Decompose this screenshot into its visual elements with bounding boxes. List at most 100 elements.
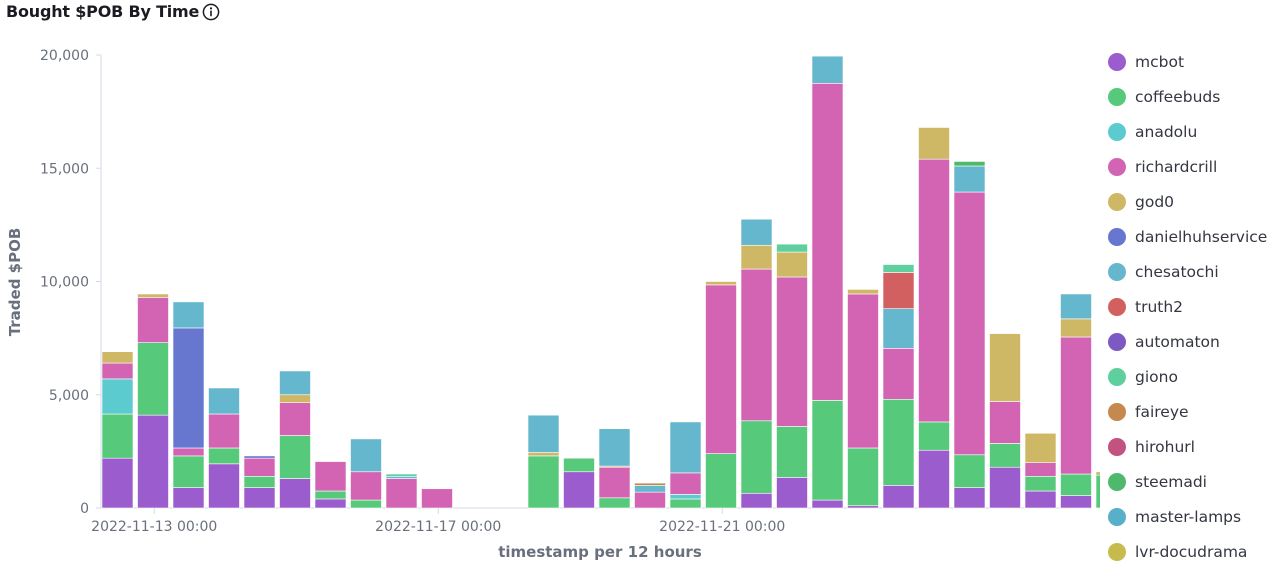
bar-segment[interactable]: richardcrill — 2022-11-23 12:00: 2250 bbox=[882, 348, 915, 400]
bar-segment[interactable]: richardcrill — 2022-11-25 12:00: 600 bbox=[1024, 462, 1057, 477]
bar-segment[interactable]: coffeebuds — 2022-11-13 12:00: 1400 bbox=[172, 455, 205, 488]
bar-segment[interactable]: god0 — 2022-11-23 00:00: 200 bbox=[847, 289, 879, 295]
bar-segment[interactable]: richardcrill — 2022-11-13 12:00: 350 bbox=[172, 447, 205, 457]
bar-segment[interactable]: god0 — 2022-11-21 00:00: 150 bbox=[705, 281, 737, 286]
bar-segment[interactable]: god0 — 2022-11-13 00:00: 150 bbox=[137, 293, 169, 298]
bar-segment[interactable]: giono — 2022-11-22 00:00: 350 bbox=[776, 243, 808, 253]
bar-segment[interactable]: coffeebuds — 2022-11-15 00:00: 1900 bbox=[279, 435, 311, 479]
bar-segment[interactable]: coffeebuds — 2022-11-13 00:00: 3200 bbox=[137, 342, 169, 416]
bar-segment[interactable]: god0 — 2022-11-26 00:00: 800 bbox=[1060, 318, 1092, 338]
bar-segment[interactable]: mcbot — 2022-11-21 12:00: 650 bbox=[740, 492, 773, 509]
bar-segment[interactable]: coffeebuds — 2022-11-19 12:00: 450 bbox=[598, 497, 631, 509]
bar-segment[interactable]: chesatochi — 2022-11-23 12:00: 1750 bbox=[882, 308, 915, 349]
bar-segment[interactable]: coffeebuds — 2022-11-26 12:00: 1450 bbox=[1095, 474, 1100, 509]
bar-segment[interactable]: coffeebuds — 2022-11-24 00:00: 1250 bbox=[918, 421, 950, 451]
legend-item[interactable]: richardcrill bbox=[1108, 149, 1280, 184]
bar-segment[interactable]: mcbot — 2022-11-14 12:00: 900 bbox=[243, 487, 276, 509]
bar-segment[interactable]: richardcrill — 2022-11-19 12:00: 1350 bbox=[598, 466, 631, 499]
bar-segment[interactable]: anadolu — 2022-11-12 12:00: 1550 bbox=[101, 378, 134, 415]
bar-segment[interactable]: chesatochi — 2022-11-18 12:00: 1650 bbox=[527, 414, 560, 453]
bar-segment[interactable]: mcbot — 2022-11-19 00:00: 1600 bbox=[563, 471, 595, 509]
bar-segment[interactable]: richardcrill — 2022-11-24 00:00: 11600 bbox=[918, 158, 950, 423]
bar-segment[interactable]: richardcrill — 2022-11-22 00:00: 6600 bbox=[776, 276, 808, 427]
bar-segment[interactable]: coffeebuds — 2022-11-25 00:00: 1050 bbox=[989, 443, 1021, 468]
bar-segment[interactable]: coffeebuds — 2022-11-12 12:00: 1950 bbox=[101, 413, 134, 459]
legend-item[interactable]: coffeebuds bbox=[1108, 79, 1280, 114]
bar-segment[interactable]: chesatochi — 2022-11-13 12:00: 1150 bbox=[172, 301, 205, 329]
bar-segment[interactable]: god0 — 2022-11-26 12:00: 150 bbox=[1095, 471, 1100, 476]
bar-segment[interactable]: coffeebuds — 2022-11-22 00:00: 2250 bbox=[776, 426, 808, 478]
bar-segment[interactable]: richardcrill — 2022-11-26 00:00: 6050 bbox=[1060, 336, 1092, 475]
bar-segment[interactable]: mcbot — 2022-11-14 00:00: 1950 bbox=[208, 463, 240, 509]
bar-segment[interactable]: mcbot — 2022-11-26 00:00: 550 bbox=[1060, 495, 1092, 509]
bar-segment[interactable]: chesatochi — 2022-11-21 12:00: 1150 bbox=[740, 218, 773, 246]
legend-item[interactable]: lvr-docudrama bbox=[1108, 534, 1280, 569]
bar-segment[interactable]: richardcrill — 2022-11-22 12:00: 14000 bbox=[811, 83, 844, 401]
legend-item[interactable]: giono bbox=[1108, 359, 1280, 394]
bar-segment[interactable]: richardcrill — 2022-11-20 12:00: 950 bbox=[669, 472, 702, 495]
bar-segment[interactable]: coffeebuds — 2022-11-24 12:00: 1450 bbox=[953, 454, 986, 488]
bar-segment[interactable]: anadolu — 2022-11-20 12:00: 200 bbox=[669, 494, 702, 500]
bar-segment[interactable]: chesatochi — 2022-11-20 12:00: 2250 bbox=[669, 421, 702, 474]
bar-segment[interactable]: coffeebuds — 2022-11-26 00:00: 950 bbox=[1060, 473, 1092, 496]
bar-segment[interactable]: chesatochi — 2022-11-26 00:00: 1100 bbox=[1060, 293, 1092, 320]
legend-item[interactable]: mcbot bbox=[1108, 44, 1280, 79]
bar-segment[interactable]: richardcrill — 2022-11-12 12:00: 700 bbox=[101, 362, 134, 380]
bar-segment[interactable]: richardcrill — 2022-11-20 00:00: 700 bbox=[634, 491, 666, 509]
bar-segment[interactable]: chesatochi — 2022-11-16 12:00: 100 bbox=[385, 475, 418, 479]
bar-segment[interactable]: danielhuhservice — 2022-11-13 12:00: 530… bbox=[172, 327, 205, 449]
bar-segment[interactable]: richardcrill — 2022-11-24 12:00: 11600 bbox=[953, 191, 986, 456]
bar-segment[interactable]: coffeebuds — 2022-11-23 12:00: 3800 bbox=[882, 398, 915, 486]
bar-segment[interactable]: coffeebuds — 2022-11-23 00:00: 2550 bbox=[847, 447, 879, 507]
bar-segment[interactable]: mcbot — 2022-11-24 12:00: 900 bbox=[953, 487, 986, 509]
bar-segment[interactable]: richardcrill — 2022-11-25 00:00: 1850 bbox=[989, 401, 1021, 444]
bar-segment[interactable]: richardcrill — 2022-11-14 12:00: 800 bbox=[243, 457, 276, 477]
bar-segment[interactable]: god0 — 2022-11-18 12:00: 150 bbox=[527, 452, 560, 457]
bar-segment[interactable]: chesatochi — 2022-11-24 12:00: 1150 bbox=[953, 165, 986, 193]
bar-segment[interactable]: mcbot — 2022-11-24 00:00: 2550 bbox=[918, 449, 950, 509]
legend-item[interactable]: truth2 bbox=[1108, 289, 1280, 324]
bar-segment[interactable]: coffeebuds — 2022-11-14 12:00: 500 bbox=[243, 475, 276, 488]
legend-item[interactable]: danielhuhservice bbox=[1108, 219, 1280, 254]
bar-segment[interactable]: richardcrill — 2022-11-21 12:00: 6700 bbox=[740, 268, 773, 422]
bar-segment[interactable]: mcbot — 2022-11-12 12:00: 2200 bbox=[101, 457, 134, 509]
bar-segment[interactable]: god0 — 2022-11-25 00:00: 3000 bbox=[989, 333, 1021, 402]
bar-segment[interactable]: chesatochi — 2022-11-15 00:00: 1050 bbox=[279, 370, 311, 396]
bar-segment[interactable]: richardcrill — 2022-11-17 00:00: 850 bbox=[421, 488, 453, 509]
bar-segment[interactable]: danielhuhservice — 2022-11-14 12:00: 100 bbox=[243, 455, 276, 459]
bar-segment[interactable]: mcbot — 2022-11-25 12:00: 750 bbox=[1024, 490, 1057, 509]
bar-segment[interactable]: coffeebuds — 2022-11-16 00:00: 350 bbox=[350, 499, 382, 509]
bar-segment[interactable]: steemadi — 2022-11-24 12:00: 200 bbox=[953, 161, 986, 167]
bar-segment[interactable]: god0 — 2022-11-22 00:00: 1100 bbox=[776, 251, 808, 278]
bar-segment[interactable]: coffeebuds — 2022-11-18 12:00: 2300 bbox=[527, 455, 560, 509]
bar-segment[interactable]: chesatochi — 2022-11-22 12:00: 1200 bbox=[811, 55, 844, 84]
bar-segment[interactable]: richardcrill — 2022-11-21 00:00: 7450 bbox=[705, 284, 737, 454]
bar-segment[interactable]: mcbot — 2022-11-25 00:00: 1800 bbox=[989, 466, 1021, 509]
bar-segment[interactable]: god0 — 2022-11-24 00:00: 1400 bbox=[918, 127, 950, 160]
bar-segment[interactable]: coffeebuds — 2022-11-21 12:00: 3200 bbox=[740, 420, 773, 494]
bar-segment[interactable]: coffeebuds — 2022-11-15 12:00: 350 bbox=[314, 490, 347, 500]
bar-segment[interactable]: mcbot — 2022-11-13 12:00: 900 bbox=[172, 487, 205, 509]
bar-segment[interactable]: mcbot — 2022-11-23 12:00: 1000 bbox=[882, 485, 915, 509]
bar-segment[interactable]: coffeebuds — 2022-11-20 12:00: 400 bbox=[669, 498, 702, 509]
bar-segment[interactable]: richardcrill — 2022-11-13 00:00: 2000 bbox=[137, 297, 169, 343]
bar-segment[interactable]: giono — 2022-11-23 12:00: 350 bbox=[882, 264, 915, 273]
legend-item[interactable]: hirohurl bbox=[1108, 429, 1280, 464]
bar-segment[interactable]: coffeebuds — 2022-11-25 12:00: 650 bbox=[1024, 475, 1057, 492]
bar-segment[interactable]: faireye — 2022-11-20 00:00: 100 bbox=[634, 482, 666, 486]
bar-segment[interactable]: richardcrill — 2022-11-23 00:00: 6800 bbox=[847, 293, 879, 449]
info-icon[interactable] bbox=[202, 3, 220, 21]
bar-segment[interactable]: god0 — 2022-11-12 12:00: 500 bbox=[101, 351, 134, 364]
bar-segment[interactable]: mcbot — 2022-11-22 00:00: 1350 bbox=[776, 477, 808, 509]
bar-segment[interactable]: coffeebuds — 2022-11-19 00:00: 600 bbox=[563, 457, 595, 473]
bar-segment[interactable]: mcbot — 2022-11-23 00:00: 100 bbox=[847, 505, 879, 509]
legend-item[interactable]: anadolu bbox=[1108, 114, 1280, 149]
legend-item[interactable]: faireye bbox=[1108, 394, 1280, 429]
bar-segment[interactable]: coffeebuds — 2022-11-14 00:00: 700 bbox=[208, 447, 240, 465]
bar-segment[interactable]: chesatochi — 2022-11-20 00:00: 300 bbox=[634, 485, 666, 493]
bar-segment[interactable]: mcbot — 2022-11-15 12:00: 400 bbox=[314, 498, 347, 509]
